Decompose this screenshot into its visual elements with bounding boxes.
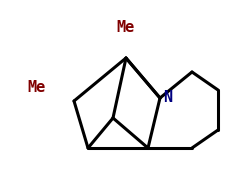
- Text: Me: Me: [27, 81, 45, 96]
- Text: N: N: [162, 90, 172, 106]
- Text: Me: Me: [116, 20, 134, 35]
